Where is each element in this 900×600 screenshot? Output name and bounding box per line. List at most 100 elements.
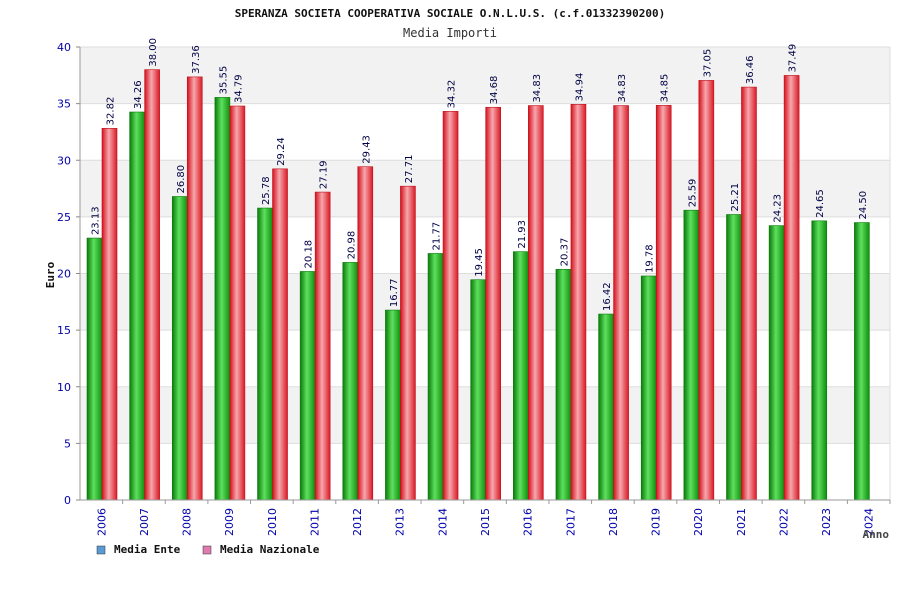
data-label-media-ente: 21.77 <box>432 222 443 251</box>
y-axis-label: Euro <box>44 261 57 288</box>
data-label-media-nazionale: 34.79 <box>233 74 244 103</box>
data-label-media-ente: 34.26 <box>133 80 144 109</box>
data-label-media-ente: 23.13 <box>91 206 102 235</box>
x-tick-label: 2024 <box>863 508 876 536</box>
data-label-media-nazionale: 38.00 <box>148 38 159 67</box>
x-tick-label: 2010 <box>266 508 279 536</box>
x-axis: 2006 2007 2008 2009 2010 2011 2012 2013 2014 2015… <box>80 499 891 536</box>
chart-subtitle: Media Importi <box>403 26 497 40</box>
x-tick-label: 2015 <box>479 508 492 536</box>
data-label-media-ente: 20.37 <box>559 238 570 267</box>
data-label-media-nazionale: 37.05 <box>702 49 713 78</box>
data-label-media-nazionale: 27.19 <box>319 160 330 189</box>
legend-swatch-nazionale <box>202 545 212 555</box>
bar-media-nazionale <box>272 168 288 501</box>
data-label-media-nazionale: 34.83 <box>617 74 628 103</box>
x-tick-label: 2012 <box>351 508 364 536</box>
data-label-media-ente: 25.59 <box>687 179 698 208</box>
data-label-media-ente: 20.98 <box>346 231 357 260</box>
bar-media-ente <box>427 253 444 501</box>
legend-label-ente: Media Ente <box>114 543 181 556</box>
data-label-media-ente: 24.65 <box>815 189 826 218</box>
bar-media-ente <box>299 271 316 501</box>
data-label-media-ente: 19.78 <box>645 244 656 273</box>
data-label-media-ente: 25.21 <box>730 183 741 212</box>
data-label-media-nazionale: 34.68 <box>489 76 500 105</box>
bar-media-ente <box>86 237 103 501</box>
bar-media-ente <box>683 209 700 501</box>
bar-media-nazionale <box>741 86 757 501</box>
bar-media-nazionale <box>186 76 203 501</box>
data-label-media-nazionale: 36.46 <box>745 55 756 84</box>
data-label-media-nazionale: 27.71 <box>404 155 415 184</box>
data-label-media-ente: 19.45 <box>474 248 485 277</box>
data-label-media-ente: 24.50 <box>858 191 869 220</box>
x-tick-label: 2023 <box>820 508 833 536</box>
bar-media-nazionale <box>357 166 374 501</box>
bar-media-nazionale <box>485 106 501 501</box>
bar-media-nazionale <box>783 75 800 501</box>
y-tick-label: 5 <box>64 437 71 450</box>
bar-media-nazionale <box>101 128 118 501</box>
bar-media-ente <box>129 111 145 501</box>
bar-media-nazionale <box>229 105 246 501</box>
data-label-media-ente: 20.18 <box>304 240 315 269</box>
data-label-media-nazionale: 34.83 <box>532 74 543 103</box>
bar-media-nazionale <box>570 104 587 501</box>
data-label-media-nazionale: 34.32 <box>447 80 458 109</box>
legend-swatch-ente <box>96 545 106 555</box>
bar-media-ente <box>513 251 529 501</box>
y-tick-label: 20 <box>57 268 71 281</box>
y-tick-label: 30 <box>57 154 71 167</box>
bar-media-nazionale <box>613 105 629 501</box>
data-label-media-nazionale: 37.36 <box>191 45 202 74</box>
data-label-media-ente: 16.42 <box>602 282 613 311</box>
bar-media-nazionale <box>528 105 544 501</box>
bars: 23.13 32.82 34.26 38.00 26.80 37.36 35.55 34.79… <box>86 38 870 501</box>
x-tick-label: 2020 <box>692 508 705 536</box>
x-tick-label: 2018 <box>607 508 620 536</box>
data-label-media-nazionale: 34.85 <box>660 74 671 103</box>
bar-media-ente <box>768 225 785 501</box>
bar-media-ente <box>598 313 614 501</box>
data-label-media-nazionale: 29.43 <box>361 135 372 164</box>
x-tick-label: 2021 <box>735 508 748 536</box>
data-label-media-ente: 16.77 <box>389 278 400 307</box>
data-label-media-nazionale: 34.94 <box>574 73 585 102</box>
bar-media-nazionale <box>314 191 331 501</box>
legend-label-nazionale: Media Nazionale <box>220 543 320 556</box>
bar-media-nazionale <box>144 69 160 501</box>
bar-media-ente <box>811 220 828 501</box>
x-tick-label: 2019 <box>650 508 663 536</box>
x-tick-label: 2011 <box>308 508 321 536</box>
bar-media-ente <box>640 275 657 501</box>
bar-media-ente <box>470 279 486 501</box>
data-label-media-nazionale: 29.24 <box>276 137 287 166</box>
data-label-media-ente: 35.55 <box>218 66 229 95</box>
bar-media-ente <box>214 97 231 501</box>
chart-title: SPERANZA SOCIETA COOPERATIVA SOCIALE O.N… <box>235 7 665 20</box>
bar-media-ente <box>257 207 273 501</box>
bar-media-ente <box>555 269 572 501</box>
y-tick-label: 0 <box>64 494 71 507</box>
bar-media-nazionale <box>400 185 416 501</box>
x-axis-label: Anno <box>863 528 890 541</box>
data-label-media-nazionale: 37.49 <box>788 44 799 73</box>
y-tick-label: 25 <box>57 211 71 224</box>
x-tick-label: 2014 <box>436 508 449 536</box>
y-axis: 0 5 10 15 20 25 30 35 40 <box>57 41 891 507</box>
bar-media-nazionale <box>442 111 459 501</box>
bar-media-ente <box>385 309 401 501</box>
x-tick-label: 2017 <box>564 508 577 536</box>
x-tick-label: 2013 <box>394 508 407 536</box>
x-tick-label: 2006 <box>95 508 108 536</box>
x-tick-label: 2009 <box>223 508 236 536</box>
y-tick-label: 35 <box>57 98 71 111</box>
bar-media-nazionale <box>655 105 672 501</box>
x-tick-label: 2007 <box>138 508 151 536</box>
y-tick-label: 40 <box>57 41 71 54</box>
x-tick-label: 2008 <box>181 508 194 536</box>
data-label-media-ente: 21.93 <box>517 220 528 249</box>
x-tick-label: 2022 <box>777 508 790 536</box>
